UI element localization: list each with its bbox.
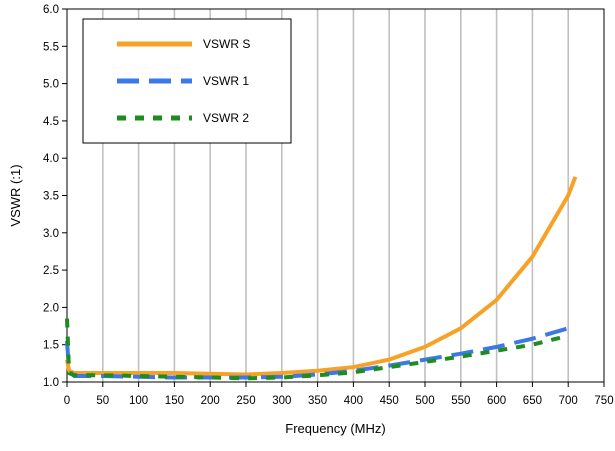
y-tick-label: 4.0: [43, 153, 59, 165]
x-tick-label: 200: [201, 395, 220, 407]
x-tick-label: 450: [380, 395, 399, 407]
x-tick-label: 750: [594, 395, 613, 407]
x-tick-label: 650: [523, 395, 542, 407]
x-tick-label: 150: [165, 395, 184, 407]
x-tick-label: 550: [451, 395, 470, 407]
axis-ticks: 0 50 100 150 200 250 300 350 400 450 500 550 600 650 7…: [43, 4, 614, 407]
x-tick-label: 500: [415, 395, 434, 407]
legend-label-vswr-1: VSWR 1: [203, 74, 249, 88]
y-tick-label: 2.0: [43, 302, 59, 314]
y-tick-label: 4.5: [43, 116, 59, 128]
series-layer: [65, 176, 578, 381]
y-tick-label: 2.5: [43, 265, 59, 277]
y-tick-label: 5.0: [43, 79, 59, 91]
legend-label-vswr-2: VSWR 2: [203, 111, 249, 125]
x-tick-label: 100: [129, 395, 148, 407]
y-tick-label: 6.0: [43, 4, 59, 16]
y-axis-label: VSWR (:1): [8, 164, 23, 226]
series-line-vswr-2: [65, 318, 569, 381]
y-tick-label: 5.5: [43, 41, 59, 53]
x-tick-label: 50: [96, 395, 109, 407]
x-tick-label: 700: [559, 395, 578, 407]
x-tick-label: 250: [236, 395, 255, 407]
x-tick-label: 350: [308, 395, 327, 407]
x-axis-label: Frequency (MHz): [285, 421, 385, 436]
y-tick-label: 3.5: [43, 191, 59, 203]
legend: VSWR S VSWR 1 VSWR 2: [82, 18, 292, 144]
series-line-vswr-s: [65, 176, 578, 377]
x-tick-label: 600: [487, 395, 506, 407]
y-tick-label: 3.0: [43, 228, 59, 240]
x-tick-label: 0: [64, 395, 70, 407]
series-line-vswr-1: [65, 322, 577, 380]
legend-label-vswr-s: VSWR S: [203, 37, 250, 51]
x-tick-label: 400: [344, 395, 363, 407]
y-tick-label: 1.0: [43, 377, 59, 389]
y-tick-label: 1.5: [43, 340, 59, 352]
x-tick-label: 300: [272, 395, 291, 407]
